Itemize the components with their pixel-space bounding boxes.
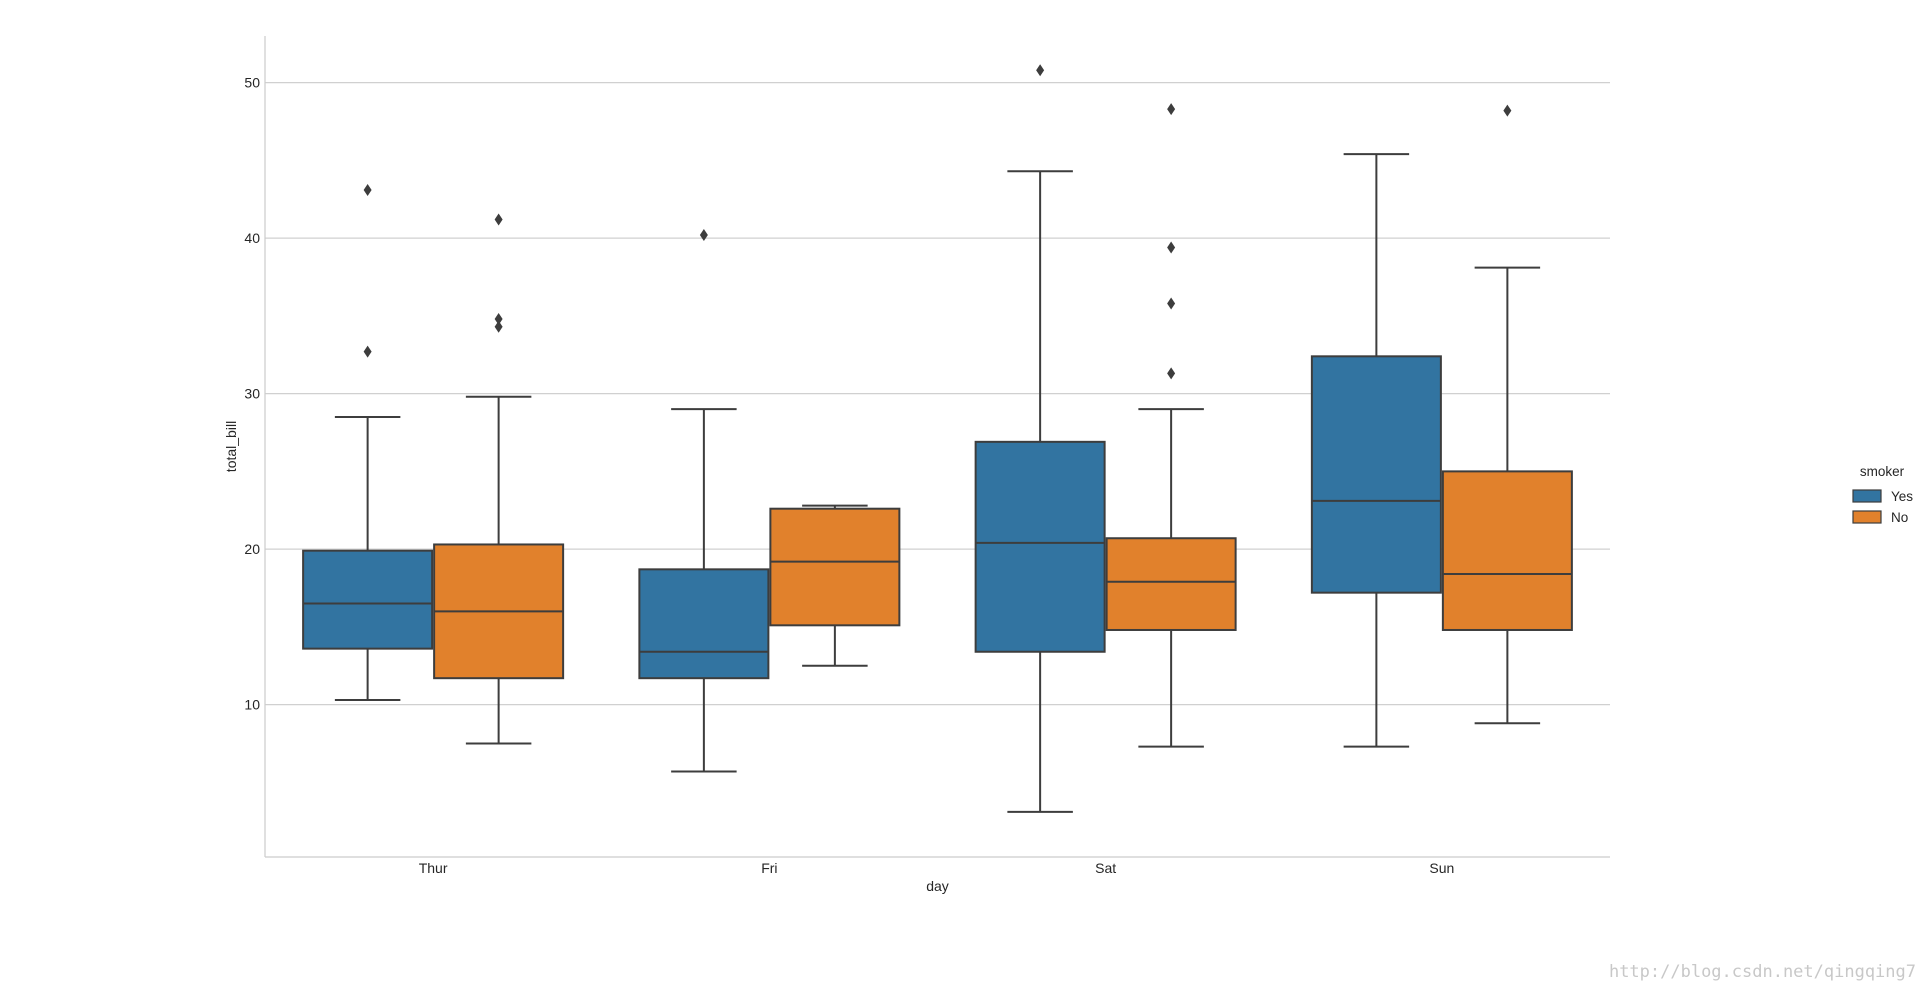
legend-label-no: No — [1891, 510, 1908, 525]
outlier-point — [1503, 104, 1512, 117]
outlier-point — [1167, 297, 1176, 310]
x-tick-label-fri: Fri — [761, 860, 777, 876]
x-axis-label: day — [926, 878, 949, 894]
outlier-point — [363, 345, 372, 358]
box-plot-area — [302, 64, 1573, 813]
iqr-box — [638, 568, 770, 680]
iqr-box — [1105, 537, 1237, 631]
outlier-point — [363, 183, 372, 196]
y-tick-label: 40 — [244, 230, 260, 246]
watermark-text: http://blog.csdn.net/qingqing7 — [1608, 962, 1916, 982]
outlier-point — [699, 229, 708, 242]
iqr-box — [302, 549, 434, 650]
y-tick-label: 20 — [244, 541, 260, 557]
legend-title: smoker — [1860, 464, 1905, 479]
x-tick-label-sun: Sun — [1429, 860, 1454, 876]
y-tick-labels: 10 20 30 40 50 — [244, 75, 260, 713]
iqr-box — [974, 440, 1106, 653]
outlier-point — [1167, 241, 1176, 254]
y-tick-label: 10 — [244, 697, 260, 713]
box-sun-no — [1441, 104, 1573, 725]
legend: smoker Yes No — [1852, 464, 1913, 525]
box-sat-no — [1105, 103, 1237, 748]
box-sun-yes — [1310, 153, 1442, 748]
box-thur-yes — [302, 183, 434, 701]
iqr-box — [769, 507, 901, 627]
outlier-point — [494, 320, 503, 333]
iqr-box — [1310, 355, 1442, 594]
legend-label-yes: Yes — [1891, 489, 1913, 504]
y-axis-label: total_bill — [223, 421, 239, 472]
x-tick-label-sat: Sat — [1095, 860, 1116, 876]
outlier-point — [1036, 64, 1045, 77]
outlier-point — [494, 312, 503, 325]
box-sat-yes — [974, 64, 1106, 813]
y-tick-label: 30 — [244, 386, 260, 402]
outlier-point — [494, 213, 503, 226]
outlier-point — [1167, 367, 1176, 380]
box-thur-no — [433, 213, 565, 745]
axes — [264, 36, 1610, 858]
legend-swatch-yes — [1852, 489, 1882, 503]
y-tick-label: 50 — [244, 75, 260, 91]
box-fri-yes — [638, 229, 770, 773]
x-tick-label-thur: Thur — [419, 860, 448, 876]
iqr-box — [1441, 470, 1573, 631]
box-fri-no — [769, 504, 901, 667]
legend-swatch-no — [1852, 510, 1882, 524]
x-tick-labels: Thur Fri Sat Sun — [419, 860, 1455, 876]
outlier-point — [1167, 103, 1176, 116]
